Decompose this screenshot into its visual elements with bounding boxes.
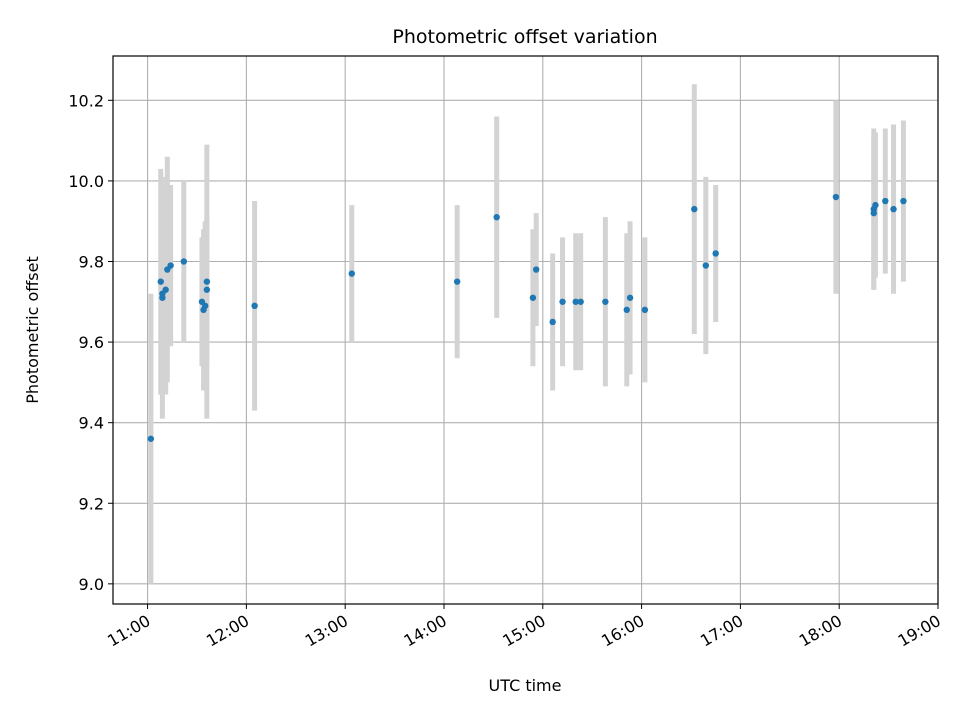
data-point xyxy=(147,435,155,442)
data-point xyxy=(251,302,258,310)
y-tick-label: 9.2 xyxy=(79,494,104,513)
plot-background xyxy=(113,56,938,604)
data-point xyxy=(872,201,879,209)
y-tick-label: 9.6 xyxy=(79,333,104,352)
data-point xyxy=(549,318,556,326)
data-point xyxy=(162,286,169,293)
x-tick-label: 15:00 xyxy=(499,611,548,651)
x-tick-label: 11:00 xyxy=(104,611,153,651)
data-point xyxy=(202,302,209,310)
data-point xyxy=(623,306,630,314)
y-tick-label: 9.8 xyxy=(79,253,104,272)
data-point xyxy=(453,278,461,285)
data-point xyxy=(533,266,540,273)
data-point xyxy=(157,278,164,285)
data-point xyxy=(832,193,840,201)
y-tick-label: 10.0 xyxy=(68,172,104,191)
y-tick-label: 9.0 xyxy=(79,575,104,594)
data-point xyxy=(180,258,188,265)
y-tick-label: 9.4 xyxy=(79,414,104,433)
y-axis-title: Photometric offset xyxy=(23,256,42,404)
data-point xyxy=(870,209,877,217)
grid xyxy=(113,56,939,604)
data-point xyxy=(348,270,355,277)
data-point xyxy=(559,298,566,305)
data-point xyxy=(602,298,609,305)
data-point xyxy=(159,294,166,301)
y-tick-label: 10.2 xyxy=(68,91,104,110)
data-point xyxy=(577,298,584,305)
data-point xyxy=(167,262,174,269)
x-tick-label: 19:00 xyxy=(895,611,944,651)
chart-title: Photometric offset variation xyxy=(392,26,657,48)
x-axis-title: UTC time xyxy=(489,676,562,695)
data-point xyxy=(890,205,897,213)
x-tick-label: 18:00 xyxy=(796,611,845,651)
data-point xyxy=(572,298,579,305)
data-point xyxy=(641,306,649,314)
data-point xyxy=(203,286,211,293)
x-tick-label: 12:00 xyxy=(203,611,252,651)
data-points xyxy=(147,193,907,442)
plot-frame xyxy=(112,55,939,605)
data-point xyxy=(626,294,634,301)
data-point xyxy=(712,250,719,257)
data-point xyxy=(882,197,889,205)
x-tick-label: 13:00 xyxy=(302,611,351,651)
data-point xyxy=(493,213,500,221)
data-point xyxy=(702,262,710,269)
x-tick-label: 16:00 xyxy=(598,611,647,651)
x-tick-label: 17:00 xyxy=(697,611,746,651)
x-tick-label: 14:00 xyxy=(401,611,450,651)
data-point xyxy=(900,197,907,205)
data-point xyxy=(203,278,211,285)
data-point xyxy=(691,205,698,213)
data-point xyxy=(529,294,537,301)
